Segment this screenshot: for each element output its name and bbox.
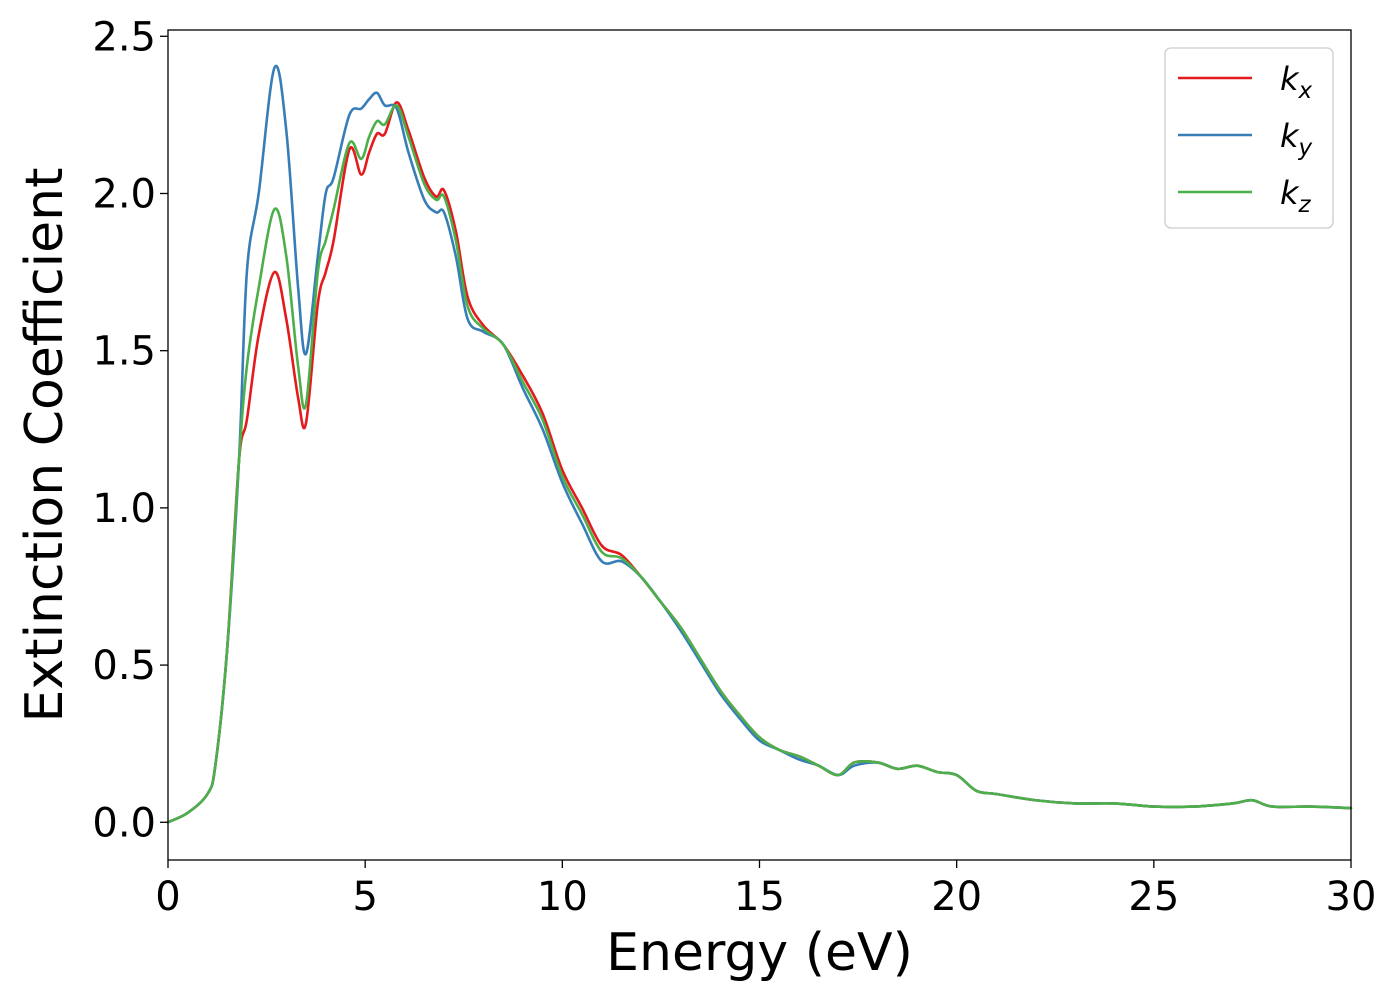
x-tick-label: 10 xyxy=(537,874,588,920)
y-tick-label: 2.5 xyxy=(92,14,156,60)
legend-label-base: k xyxy=(1280,60,1300,98)
x-axis-ticks: 0 5 10 15 20 25 30 xyxy=(155,860,1376,920)
x-tick-label: 25 xyxy=(1128,874,1179,920)
legend-label-k-x: kx xyxy=(1280,60,1313,104)
x-tick-label: 0 xyxy=(155,874,180,920)
legend-label-subscript: z xyxy=(1298,192,1312,218)
legend-label-subscript: x xyxy=(1298,78,1313,104)
legend-label-base: k xyxy=(1280,174,1300,212)
legend-label-k-y: ky xyxy=(1280,117,1313,161)
y-tick-label: 1.0 xyxy=(92,486,156,532)
series-line-k-z xyxy=(166,104,1353,824)
plot-frame xyxy=(167,29,1352,861)
x-tick-label: 30 xyxy=(1326,874,1377,920)
legend-label-base: k xyxy=(1280,117,1300,155)
legend-label-k-z: kz xyxy=(1280,174,1312,218)
x-tick-label: 5 xyxy=(352,874,377,920)
y-tick-label: 2.0 xyxy=(92,171,156,217)
legend-label-subscript: y xyxy=(1298,135,1313,161)
x-axis-label: Energy (eV) xyxy=(606,923,913,983)
y-axis-ticks: 0.0 0.5 1.0 1.5 2.0 2.5 xyxy=(92,14,168,846)
y-tick-label: 0.5 xyxy=(92,643,156,689)
x-tick-label: 15 xyxy=(734,874,785,920)
series-layer xyxy=(166,64,1353,824)
y-axis-label: Extinction Coefficient xyxy=(15,168,75,723)
y-tick-label: 1.5 xyxy=(92,329,156,375)
y-tick-label: 0.0 xyxy=(92,800,156,846)
legend-frame xyxy=(1164,47,1334,229)
x-tick-label: 20 xyxy=(931,874,982,920)
